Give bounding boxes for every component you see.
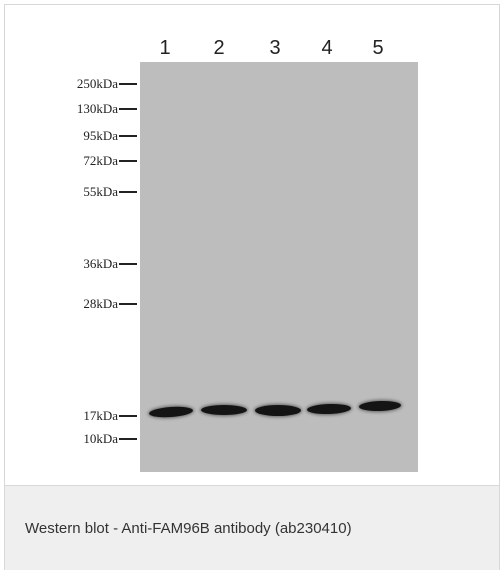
marker-55kda: 55kDa	[5, 184, 137, 199]
lane-label-1: 1	[159, 37, 171, 59]
marker-28kda: 28kDa	[5, 296, 137, 311]
marker-tick	[119, 160, 137, 162]
marker-tick	[119, 415, 137, 417]
caption-bar: Western blot - Anti-FAM96B antibody (ab2…	[5, 485, 499, 570]
marker-17kda: 17kDa	[5, 408, 137, 423]
marker-95kda: 95kDa	[5, 128, 137, 143]
western-blot-figure: 1 2 3 4 5 250kDa 130kDa 95kDa 72kDa 55kD…	[5, 5, 499, 485]
marker-tick	[119, 438, 137, 440]
marker-36kda: 36kDa	[5, 256, 137, 271]
marker-72kda: 72kDa	[5, 153, 137, 168]
lane-label-4: 4	[321, 37, 333, 59]
marker-130kda: 130kDa	[5, 101, 137, 116]
marker-tick	[119, 191, 137, 193]
lane-label-2: 2	[213, 37, 225, 59]
band-lane-3	[255, 405, 301, 416]
marker-tick	[119, 108, 137, 110]
marker-tick	[119, 263, 137, 265]
marker-10kda: 10kDa	[5, 431, 137, 446]
marker-250kda: 250kDa	[5, 76, 137, 91]
marker-tick	[119, 135, 137, 137]
band-lane-2	[201, 405, 247, 415]
marker-tick	[119, 303, 137, 305]
lane-label-5: 5	[372, 37, 384, 59]
figure-caption: Western blot - Anti-FAM96B antibody (ab2…	[25, 520, 352, 537]
lane-label-3: 3	[269, 37, 281, 59]
image-card: 1 2 3 4 5 250kDa 130kDa 95kDa 72kDa 55kD…	[4, 4, 500, 570]
marker-tick	[119, 83, 137, 85]
